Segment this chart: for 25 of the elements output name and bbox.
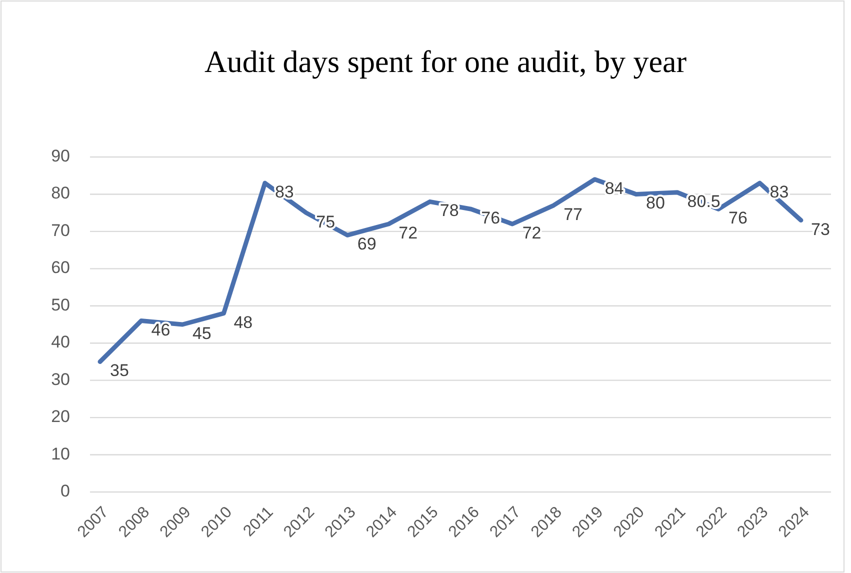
data-label: 77 (564, 204, 583, 224)
data-label: 76 (728, 208, 748, 228)
y-tick-label: 50 (51, 295, 70, 314)
chart-title: Audit days spent for one audit, by year (204, 44, 688, 79)
data-label: 78 (440, 201, 459, 220)
y-tick-label: 20 (51, 407, 70, 426)
data-label: 35 (110, 361, 129, 380)
data-label: 83 (770, 182, 789, 202)
y-tick-label: 30 (51, 370, 70, 389)
y-tick-label: 80 (51, 184, 70, 203)
line-series (98, 177, 804, 364)
data-label: 73 (811, 220, 830, 239)
data-label: 72 (398, 223, 418, 242)
y-tick-label: 90 (51, 146, 70, 166)
y-tick-label: 70 (51, 220, 70, 240)
data-label: 72 (522, 223, 542, 242)
data-label: 48 (234, 312, 253, 332)
y-tick-label: 0 (60, 481, 70, 500)
data-label: 80 (646, 194, 665, 213)
data-label: 69 (357, 234, 376, 254)
data-label: 45 (192, 324, 212, 343)
data-label: 46 (151, 320, 170, 340)
y-tick-label: 10 (51, 444, 70, 464)
y-tick-label: 40 (51, 332, 70, 352)
y-tick-label: 60 (51, 258, 70, 278)
